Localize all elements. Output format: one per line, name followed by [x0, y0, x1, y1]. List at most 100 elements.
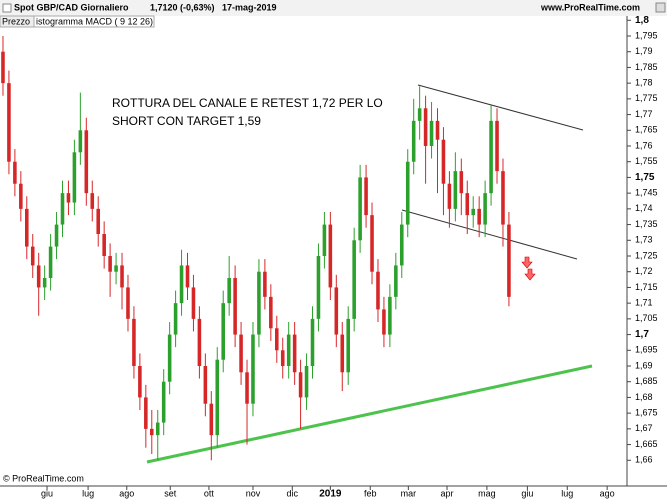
candle-body [138, 366, 142, 398]
candle-body [78, 130, 83, 153]
annotation: SHORT CON TARGET 1,59 [112, 114, 261, 128]
candle-body [292, 334, 297, 373]
y-tick-label: 1,79 [635, 46, 653, 56]
candle-body [376, 271, 380, 310]
candle-body [447, 183, 452, 209]
candle-body [185, 265, 190, 288]
x-tick-label: ott [204, 488, 215, 498]
candle-body [340, 334, 345, 373]
candle-body [316, 256, 321, 319]
header-bar [0, 0, 667, 16]
candle-body [477, 208, 481, 225]
candle-body [19, 183, 23, 209]
candle-body [489, 120, 493, 194]
candle-body [173, 303, 178, 335]
candle-body [25, 208, 29, 247]
y-tick-label: 1,665 [635, 439, 658, 449]
y-tick-label: 1,715 [635, 282, 658, 292]
candle-body [60, 193, 65, 225]
candle-body [251, 334, 255, 404]
candle-body [120, 265, 124, 288]
candle-body [346, 318, 350, 373]
candle-body [400, 224, 404, 266]
candle-body [197, 318, 202, 366]
y-tick-label: 1,73 [635, 235, 653, 245]
annotation: ROTTURA DEL CANALE E RETEST 1,72 PER LO [112, 96, 383, 110]
candle-body [221, 303, 225, 360]
candle-body [203, 366, 208, 404]
candle-body [227, 278, 231, 304]
candle-body [179, 265, 184, 304]
x-tick-label: 2019 [319, 489, 342, 500]
candle-body [417, 108, 422, 121]
candle-body [84, 130, 89, 194]
candle-body [167, 334, 172, 382]
x-tick-label: giu [521, 488, 533, 498]
candle-body [209, 403, 214, 436]
candle-body [358, 177, 362, 241]
arrow-icon [521, 256, 533, 269]
candle-body [72, 152, 77, 203]
copyright: © ProRealTime.com [3, 473, 84, 483]
tab-label: istogramma MACD ( 9 12 26) [36, 16, 153, 26]
candle-body [394, 265, 398, 297]
candle-body [459, 171, 464, 194]
candle-body [215, 359, 220, 436]
candle-body [30, 246, 35, 266]
x-tick-label: giu [41, 488, 53, 498]
candle-body [7, 83, 11, 162]
close-button[interactable] [655, 2, 666, 13]
candle-body [429, 120, 434, 146]
y-tick-label: 1,775 [635, 93, 658, 103]
candle-body [245, 372, 249, 404]
y-tick-label: 1,69 [635, 360, 653, 370]
candle-body [54, 224, 59, 247]
x-tick-label: nov [246, 488, 261, 498]
x-tick-label: dic [287, 488, 299, 498]
channel-line [401, 209, 578, 260]
candle-body [132, 318, 136, 366]
candle-body [298, 372, 303, 398]
candle-body [48, 246, 53, 278]
y-tick-label: 1,8 [635, 15, 649, 26]
y-tick-label: 1,785 [635, 62, 658, 72]
candle-body [405, 161, 410, 225]
tab[interactable] [33, 15, 155, 28]
candle-body [126, 287, 130, 319]
y-tick-label: 1,77 [635, 109, 653, 119]
arrow-icon [524, 268, 536, 281]
y-tick-label: 1,735 [635, 219, 658, 229]
candle-body [453, 171, 458, 209]
candle-body [263, 271, 267, 297]
candle-body [352, 240, 356, 319]
candle-body [1, 51, 5, 84]
x-tick-label: mag [478, 488, 496, 498]
candle-body [257, 271, 261, 335]
y-tick-label: 1,75 [635, 172, 655, 183]
candle-body [108, 256, 112, 272]
y-tick-label: 1,695 [635, 345, 658, 355]
candle-body [370, 215, 374, 272]
candle-body [36, 265, 41, 288]
candle-body [161, 381, 166, 423]
candle-body [465, 193, 470, 216]
candle-body [233, 278, 237, 335]
candle-body [411, 120, 416, 162]
y-tick-label: 1,68 [635, 392, 653, 402]
candle-body [501, 171, 505, 225]
candle-body [269, 296, 273, 329]
candle-body [275, 328, 279, 351]
x-tick-label: lug [82, 488, 94, 498]
candle-body [66, 193, 71, 203]
channel-line [417, 84, 584, 131]
candle-body [150, 428, 154, 436]
y-tick-label: 1,67 [635, 423, 653, 433]
candle-body [364, 177, 368, 216]
x-tick-label: mar [401, 488, 417, 498]
y-tick-label: 1,725 [635, 250, 658, 260]
candle-body [96, 208, 100, 234]
candle-body [334, 287, 339, 335]
tab-label: Prezzo [2, 16, 30, 26]
candle-body [286, 334, 291, 366]
